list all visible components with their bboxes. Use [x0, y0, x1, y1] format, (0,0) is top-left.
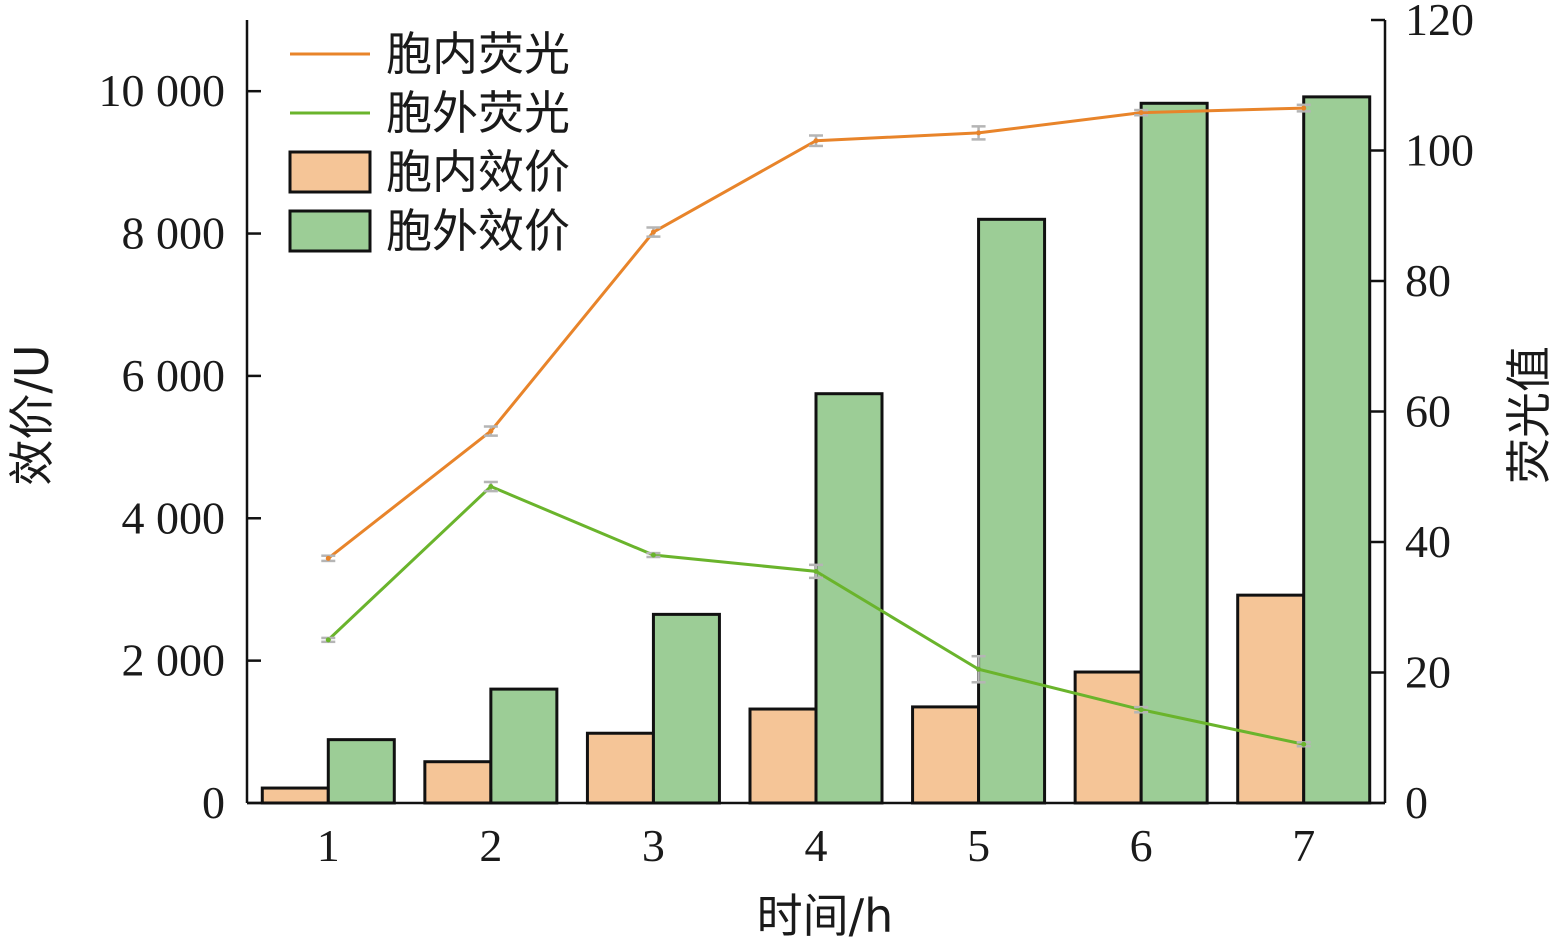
bar-extracellular-1 — [326, 738, 396, 805]
y-axis-title: 效价/U — [5, 344, 59, 485]
y2-tick-label: 100 — [1405, 125, 1474, 176]
legend-item-2: 胞内效价 — [288, 145, 570, 199]
y-tick-label: 10 000 — [99, 65, 226, 116]
line-layer — [321, 103, 1311, 748]
bar-intracellular-1 — [260, 786, 330, 805]
bar-layer — [260, 95, 1372, 805]
errorbar-extracellular-2 — [483, 480, 498, 493]
legend-label: 胞内荧光 — [386, 27, 570, 81]
data-point — [976, 130, 982, 136]
data-point — [488, 428, 494, 434]
errorbar-extracellular-3 — [646, 551, 661, 559]
errorbar-intracellular-3 — [646, 226, 661, 238]
errorbar-intracellular-7 — [1296, 103, 1311, 113]
y-tick-label: 8 000 — [122, 208, 226, 259]
x-tick-label: 5 — [967, 820, 990, 871]
data-point — [813, 138, 819, 144]
errorbar-intracellular-5 — [971, 125, 986, 141]
bar-extracellular-3 — [651, 612, 721, 805]
y2-tick-label: 20 — [1405, 647, 1451, 698]
data-point — [650, 229, 656, 235]
y2-tick-label: 60 — [1405, 386, 1451, 437]
y-tick-label: 6 000 — [122, 350, 226, 401]
legend-swatch-box — [288, 150, 372, 194]
axes-layer: 0 2 000 4 000 6 000 8 000 10 000 0 20 40 60 80 100 1… — [99, 0, 1475, 871]
bar-intracellular-7 — [1236, 593, 1306, 805]
x-tick-label: 7 — [1292, 820, 1315, 871]
data-point — [325, 637, 331, 643]
bar-intracellular-6 — [1073, 670, 1143, 805]
data-point — [650, 552, 656, 558]
x-tick-label: 6 — [1130, 820, 1153, 871]
bar-intracellular-4 — [748, 707, 818, 805]
data-point — [325, 555, 331, 561]
data-point — [976, 666, 982, 672]
errorbar-extracellular-5 — [971, 654, 986, 684]
errorbar-intracellular-2 — [483, 425, 498, 437]
y2-tick-label: 80 — [1405, 255, 1451, 306]
x-tick-label: 2 — [479, 820, 502, 871]
errorbar-extracellular-1 — [321, 636, 336, 644]
y-tick-label: 2 000 — [122, 635, 226, 686]
y2-tick-label: 120 — [1405, 0, 1474, 45]
data-point — [488, 484, 494, 490]
x-tick-label: 1 — [317, 820, 340, 871]
x-tick-label: 4 — [805, 820, 828, 871]
legend-item-1: 胞外荧光 — [290, 86, 570, 140]
data-point — [813, 568, 819, 574]
legend-item-0: 胞内荧光 — [290, 27, 570, 81]
x-axis-title: 时间/h — [757, 889, 894, 940]
y2-tick-label: 0 — [1405, 777, 1428, 828]
legend-label: 胞外荧光 — [386, 86, 570, 140]
legend-label: 胞内效价 — [386, 145, 570, 199]
errorbar-extracellular-7 — [1296, 741, 1311, 748]
bar-extracellular-5 — [977, 217, 1047, 805]
errorbar-extracellular-6 — [1134, 705, 1149, 714]
bar-extracellular-4 — [814, 392, 884, 805]
errorbar-intracellular-4 — [809, 134, 823, 148]
y2-tick-label: 40 — [1405, 516, 1451, 567]
errorbar-intracellular-6 — [1134, 108, 1149, 117]
legend-swatch-box — [288, 209, 372, 253]
bar-intracellular-2 — [423, 760, 493, 805]
bar-intracellular-5 — [911, 705, 981, 805]
y-tick-label: 4 000 — [122, 492, 226, 543]
data-point — [1301, 741, 1307, 747]
bar-extracellular-6 — [1139, 101, 1209, 805]
bar-extracellular-2 — [489, 687, 559, 805]
data-point — [1301, 105, 1307, 111]
y2-axis-title: 荧光值 — [1502, 346, 1556, 484]
legend-item-3: 胞外效价 — [288, 204, 570, 258]
data-point — [1138, 707, 1144, 713]
errorbar-extracellular-4 — [809, 563, 823, 580]
bar-intracellular-3 — [585, 731, 655, 805]
legend-label: 胞外效价 — [386, 204, 570, 258]
data-point — [1138, 110, 1144, 116]
x-tick-label: 3 — [642, 820, 665, 871]
errorbar-intracellular-1 — [321, 554, 336, 563]
bar-extracellular-7 — [1302, 95, 1372, 805]
y-tick-label: 0 — [202, 777, 225, 828]
